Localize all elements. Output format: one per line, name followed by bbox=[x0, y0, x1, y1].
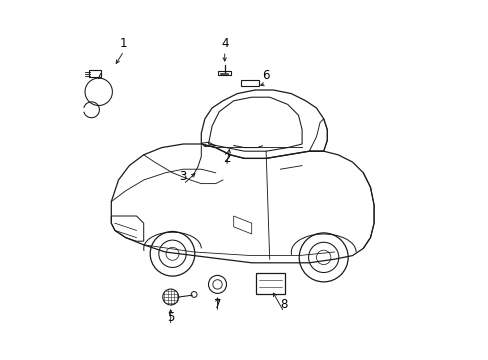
Text: 3: 3 bbox=[179, 170, 186, 183]
Text: 4: 4 bbox=[221, 37, 228, 50]
Text: 5: 5 bbox=[167, 311, 174, 324]
Text: 8: 8 bbox=[280, 298, 287, 311]
Text: 6: 6 bbox=[262, 69, 269, 82]
Text: 7: 7 bbox=[213, 298, 221, 311]
Text: 2: 2 bbox=[223, 152, 230, 165]
Text: 1: 1 bbox=[120, 37, 127, 50]
